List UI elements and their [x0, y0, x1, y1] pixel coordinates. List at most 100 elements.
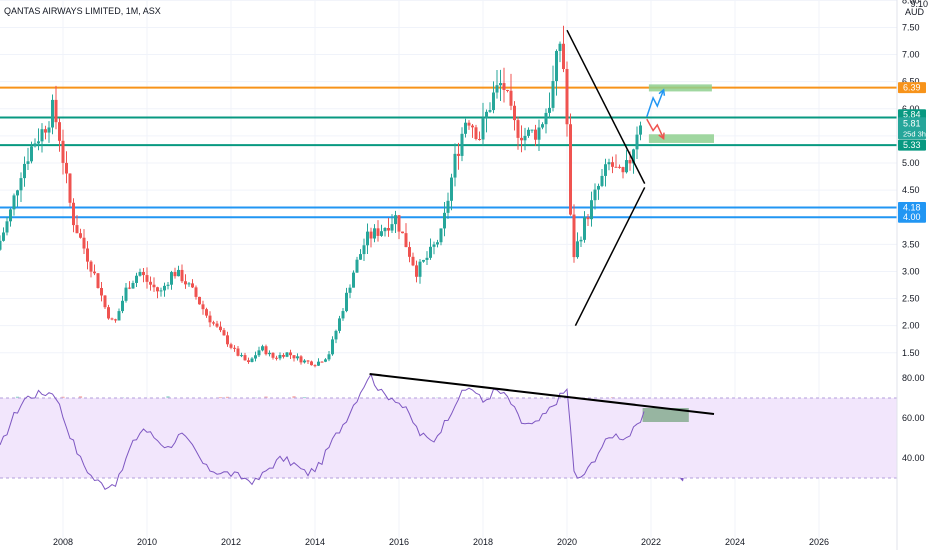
- candle-down: [75, 225, 79, 234]
- price-tick-label: 7.00: [902, 50, 920, 60]
- candle-down: [233, 347, 236, 349]
- price-tick-label: 8.00: [902, 0, 920, 5]
- rsi-tick-label: 60.00: [902, 413, 925, 423]
- candle-up: [380, 231, 383, 236]
- candle-up: [338, 318, 341, 331]
- candle-down: [401, 231, 404, 234]
- target-zones: [648, 84, 714, 143]
- candle-up: [278, 355, 282, 359]
- candle-up: [23, 163, 26, 179]
- candle-down: [292, 355, 296, 359]
- price-tick-label: 6.50: [902, 77, 920, 87]
- candle-up: [418, 261, 422, 277]
- candle-down: [289, 352, 292, 356]
- badge-label: 5.33: [903, 140, 921, 150]
- candle-up: [607, 162, 611, 165]
- candle-down: [621, 167, 625, 173]
- candle-up: [548, 107, 551, 113]
- grid: [0, 0, 897, 538]
- badge-label: 5.81: [903, 118, 921, 128]
- candle-down: [89, 261, 93, 272]
- candle-up: [558, 43, 562, 51]
- price-tick-label: 3.50: [902, 239, 920, 249]
- candle-down: [376, 228, 380, 236]
- candle-down: [628, 160, 632, 164]
- candle-down: [229, 344, 233, 348]
- candle-down: [219, 326, 222, 331]
- candle-up: [1, 232, 5, 241]
- candle-down: [205, 309, 208, 316]
- candle-down: [54, 99, 58, 123]
- candle-down: [184, 281, 187, 285]
- candle-down: [474, 127, 478, 140]
- candle-up: [240, 355, 243, 357]
- candle-up: [551, 81, 555, 108]
- candle-down: [572, 214, 576, 258]
- candle-down: [44, 129, 47, 133]
- candle-up: [383, 228, 387, 232]
- candle-up: [446, 200, 450, 213]
- candle-up: [527, 129, 530, 136]
- candle-up: [285, 352, 289, 357]
- candle-up: [324, 359, 327, 362]
- candle-down: [306, 360, 310, 362]
- candle-down: [180, 269, 184, 282]
- candle-up: [523, 135, 527, 141]
- candle-up: [541, 124, 544, 128]
- candle-up: [0, 240, 2, 250]
- candle-down: [100, 288, 103, 296]
- candle-up: [33, 143, 37, 147]
- level-badge: 4.18: [898, 201, 926, 213]
- candle-up: [530, 129, 534, 131]
- candle-down: [502, 83, 506, 90]
- candle-down: [320, 361, 324, 363]
- rsi-tick-label: 40.00: [902, 453, 925, 463]
- candle-down: [128, 287, 131, 289]
- candle-up: [30, 146, 33, 162]
- triangle-lower-line: [574, 187, 646, 326]
- candle-up: [138, 272, 142, 276]
- candle-down: [586, 217, 590, 220]
- candle-up: [362, 245, 366, 255]
- candle-up: [331, 339, 334, 355]
- candle-up: [250, 358, 254, 363]
- candle-up: [177, 269, 180, 277]
- candle-up: [327, 354, 331, 360]
- candle-up: [296, 356, 299, 359]
- time-axis: 2008 2010 2012 2014 2016 2018 2020 2022 2024 2026: [53, 537, 829, 547]
- rsi-tick-label: 80.00: [902, 373, 925, 383]
- projection-down-arrow: [646, 118, 665, 139]
- candle-up: [345, 292, 348, 312]
- candle-down: [68, 173, 72, 203]
- triangle-upper-line: [566, 29, 646, 184]
- candle-up: [261, 346, 264, 351]
- candle-down: [194, 287, 198, 297]
- candle-up: [436, 242, 439, 245]
- candle-down: [86, 248, 89, 262]
- candle-down: [114, 319, 117, 321]
- time-tick-label: 2012: [221, 537, 241, 547]
- candle-up: [576, 241, 579, 258]
- candle-down: [142, 272, 145, 276]
- candle-down: [201, 304, 205, 310]
- badge-bg: [898, 139, 926, 151]
- candle-up: [359, 254, 362, 260]
- candle-down: [145, 275, 149, 282]
- candle-up: [422, 259, 425, 262]
- candle-up: [16, 190, 19, 196]
- candle-down: [65, 162, 68, 174]
- candle-down: [93, 271, 96, 274]
- badge-bg: [898, 211, 926, 223]
- candle-down: [387, 228, 390, 231]
- candle-down: [264, 346, 268, 355]
- candle-down: [618, 166, 621, 168]
- time-tick-label: 2020: [557, 537, 577, 547]
- candle-down: [408, 247, 411, 257]
- candle-down: [509, 90, 513, 106]
- candle-up: [604, 164, 607, 176]
- candle-down: [513, 105, 516, 121]
- candle-up: [5, 221, 9, 233]
- rsi-band: [0, 398, 897, 478]
